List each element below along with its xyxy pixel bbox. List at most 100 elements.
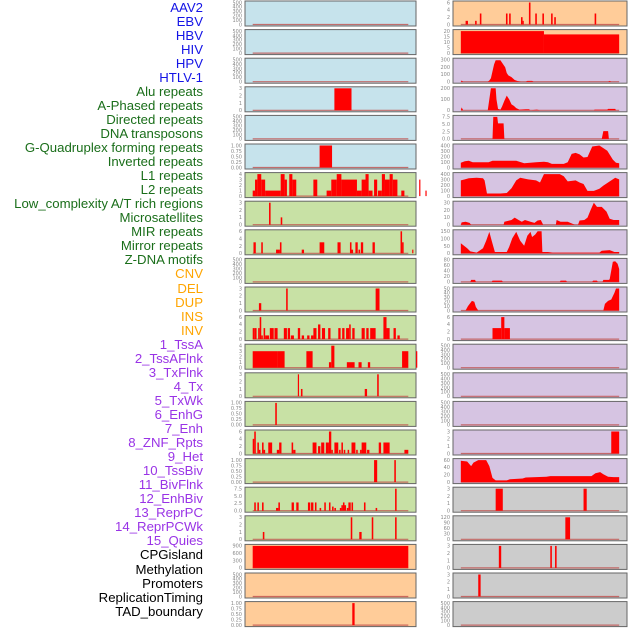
data-bar <box>492 328 502 340</box>
data-bar <box>269 202 271 225</box>
data-area <box>460 145 620 168</box>
track-label: INV <box>181 322 203 338</box>
track-label: Microsatellites <box>119 210 203 226</box>
data-bar <box>293 449 296 454</box>
y-tick-label: 0 <box>447 594 450 600</box>
data-bar <box>611 431 620 454</box>
data-area <box>460 116 620 139</box>
data-bar <box>475 20 477 25</box>
y-tick-label: 200 <box>440 86 450 92</box>
y-tick-label: 300 <box>440 610 450 616</box>
data-bar <box>280 174 285 197</box>
y-tick-label: 3 <box>239 372 242 378</box>
panel-background <box>452 486 628 513</box>
data-bar <box>371 517 374 540</box>
data-bar <box>383 317 387 340</box>
y-tick-label: 100 <box>440 418 450 424</box>
y-tick-label: 500 <box>440 372 450 378</box>
data-bar <box>460 31 544 54</box>
data-bar <box>367 449 370 454</box>
y-tick-label: 300 <box>440 381 450 387</box>
data-bar <box>321 442 325 454</box>
data-bar <box>343 449 346 454</box>
data-bar <box>395 517 397 540</box>
data-bar <box>313 328 317 340</box>
y-tick-label: 100 <box>440 619 450 625</box>
data-bar <box>252 438 255 454</box>
panel-background <box>452 286 628 313</box>
data-bar <box>352 603 355 626</box>
panel-background <box>452 114 628 141</box>
y-tick-label: 1 <box>447 501 450 507</box>
y-tick-label: 60 <box>444 458 450 464</box>
y-tick-label: 0.0 <box>442 137 450 143</box>
y-tick-label: 200 <box>440 357 450 363</box>
data-bar <box>269 328 274 340</box>
data-bar <box>331 449 333 454</box>
track-label: 12_EnhBiv <box>139 491 203 507</box>
y-tick-label: 30 <box>444 295 450 301</box>
y-tick-label: 600 <box>232 551 242 557</box>
y-tick-label: 2 <box>447 551 450 557</box>
y-tick-label: 1 <box>239 215 242 221</box>
y-tick-label: 500 <box>232 115 242 121</box>
y-tick-label: 20 <box>444 274 450 280</box>
panel-background <box>244 29 417 56</box>
data-bar <box>505 13 508 25</box>
data-bar <box>301 249 305 254</box>
data-bar <box>509 13 511 25</box>
y-tick-label: 150 <box>440 229 450 235</box>
track-panel-left: 02 46 <box>239 315 417 343</box>
data-bar <box>258 328 260 340</box>
data-bar <box>287 328 291 340</box>
panel-background <box>452 315 628 342</box>
y-tick-label: 0 <box>447 223 450 229</box>
track-label: 6_EnhG <box>154 406 203 422</box>
track-label: HIV <box>181 41 203 57</box>
y-tick-label: 100 <box>232 75 242 81</box>
y-tick-label: 0.75 <box>231 463 242 469</box>
y-tick-label: 400 <box>232 262 242 268</box>
data-bar <box>279 242 282 254</box>
data-bar <box>261 335 263 340</box>
data-bar <box>279 442 282 454</box>
track-label: Alu repeats <box>136 83 203 99</box>
panel-background <box>452 429 628 456</box>
y-tick-label: 3 <box>239 286 242 292</box>
y-tick-label: 400 <box>232 577 242 583</box>
y-tick-label: 0 <box>239 22 242 28</box>
data-bar <box>334 88 352 111</box>
data-area <box>460 174 620 197</box>
track-panel-left: 01 23 <box>239 515 417 543</box>
data-bar <box>328 502 331 511</box>
data-bar <box>535 13 537 25</box>
data-bar <box>262 502 264 511</box>
track-label: 13_ReprPC <box>134 505 203 521</box>
data-bar <box>358 362 362 368</box>
data-area <box>460 288 620 311</box>
y-tick-label: 0.00 <box>231 165 242 171</box>
y-tick-label: 60 <box>444 526 450 532</box>
y-tick-label: 0.50 <box>231 469 242 475</box>
data-bar <box>351 502 354 511</box>
y-tick-label: 400 <box>440 172 450 178</box>
data-bar <box>277 351 285 368</box>
y-tick-label: 2 <box>239 330 242 336</box>
data-bar <box>257 174 262 197</box>
y-tick-label: 20 <box>444 300 450 306</box>
y-tick-label: 100 <box>232 18 242 24</box>
y-tick-label: 500 <box>232 58 242 64</box>
data-bar <box>355 242 358 254</box>
y-tick-label: 2.5 <box>234 501 242 507</box>
data-bar <box>384 179 390 197</box>
track-panel-right: 0 123 <box>447 544 628 572</box>
track-label: 7_Enh <box>164 421 203 436</box>
panel-background <box>244 114 417 141</box>
y-tick-label: 2 <box>239 183 242 189</box>
y-tick-label: 300 <box>440 352 450 358</box>
